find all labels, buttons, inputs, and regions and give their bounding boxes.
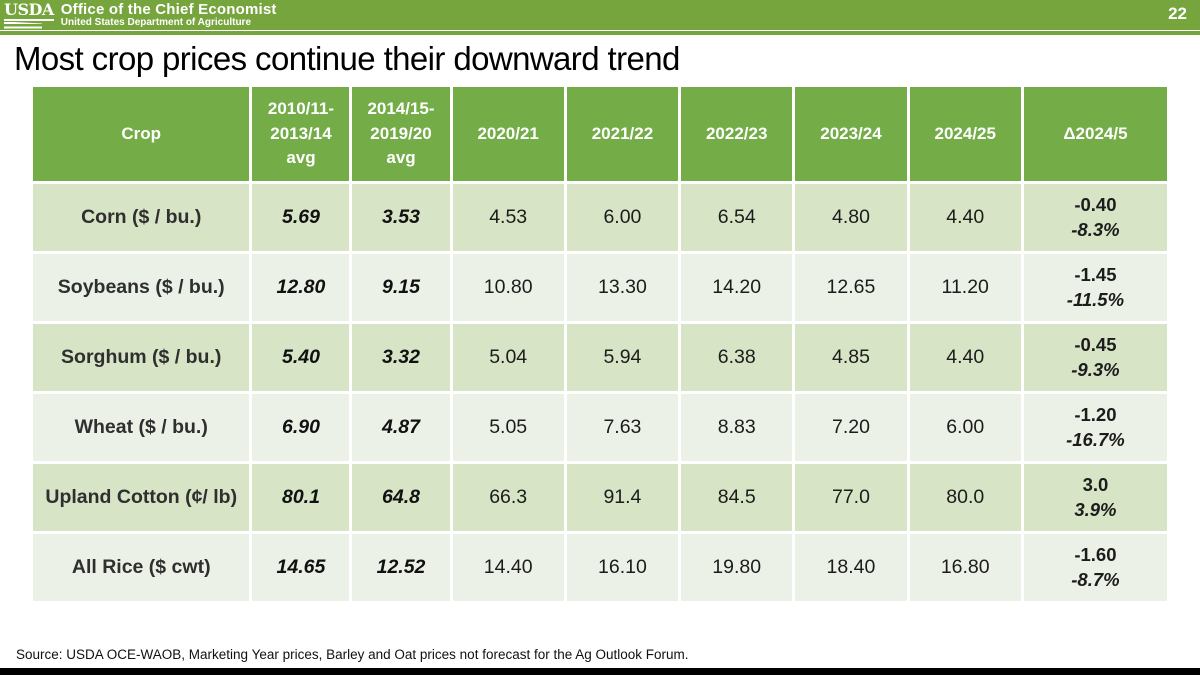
table-row: Wheat ($ / bu.) 6.90 4.87 5.05 7.63 8.83 7.20 6… xyxy=(29,391,1171,464)
avg-price-cell: 5.69 xyxy=(249,181,353,254)
table-row: Soybeans ($ / bu.) 12.80 9.15 10.80 13.30 14.… xyxy=(29,251,1171,324)
crop-price-table: Crop 2010/11- 2013/14 avg 2014/15- 2019/20… xyxy=(29,84,1171,604)
avg-price-cell: 12.52 xyxy=(349,531,453,604)
delta-change: -1.45 xyxy=(1074,264,1117,286)
year-price-cell: 91.4 xyxy=(563,461,682,534)
year-price-cell: 4.80 xyxy=(792,181,910,254)
year-price-cell: 14.20 xyxy=(678,251,796,324)
year-price-cell: 10.80 xyxy=(449,251,567,324)
delta-percent: -11.5% xyxy=(1066,288,1125,310)
delta-change: -1.60 xyxy=(1074,544,1117,566)
avg-price-cell: 9.15 xyxy=(349,251,453,324)
source-note: Source: USDA OCE-WAOB, Marketing Year pr… xyxy=(16,647,689,662)
year-price-cell: 4.40 xyxy=(906,321,1024,394)
delta-change: 3.0 xyxy=(1082,474,1109,496)
office-title: Office of the Chief Economist xyxy=(60,1,277,19)
year-price-cell: 7.20 xyxy=(792,391,910,464)
table-row: Corn ($ / bu.) 5.69 3.53 4.53 6.00 6.54 4.80 4.… xyxy=(29,181,1171,254)
table-body: Corn ($ / bu.) 5.69 3.53 4.53 6.00 6.54 4.80 4.… xyxy=(29,181,1171,604)
year-price-cell: 14.40 xyxy=(449,531,567,604)
delta-change: -0.45 xyxy=(1074,334,1117,356)
crop-name-cell: Corn ($ / bu.) xyxy=(29,181,253,254)
year-price-cell: 6.38 xyxy=(678,321,796,394)
avg-price-cell: 12.80 xyxy=(249,251,353,324)
avg-price-cell: 5.40 xyxy=(249,321,353,394)
year-price-cell: 6.00 xyxy=(906,391,1024,464)
delta-percent: -9.3% xyxy=(1071,358,1120,380)
avg-price-cell: 3.32 xyxy=(349,321,453,394)
delta-cell: -1.60 -8.7% xyxy=(1020,531,1171,604)
delta-cell: -0.45 -9.3% xyxy=(1020,321,1171,394)
banner-hairline xyxy=(0,30,1200,31)
page-number: 22 xyxy=(1168,4,1187,23)
table-row: Sorghum ($ / bu.) 5.40 3.32 5.04 5.94 6.38 4.8… xyxy=(29,321,1171,394)
year-price-cell: 19.80 xyxy=(678,531,796,604)
price-table-container: Crop 2010/11- 2013/14 avg 2014/15- 2019/20… xyxy=(29,84,1171,604)
delta-percent: -8.7% xyxy=(1071,568,1120,590)
year-price-cell: 12.65 xyxy=(792,251,910,324)
year-price-cell: 4.53 xyxy=(449,181,567,254)
banner-titles: Office of the Chief Economist United Sta… xyxy=(61,1,277,28)
usda-logo-text: USDA xyxy=(4,0,54,21)
year-price-cell: 6.54 xyxy=(678,181,796,254)
year-price-cell: 11.20 xyxy=(906,251,1024,324)
column-header: Crop xyxy=(29,84,253,184)
delta-cell: -1.20 -16.7% xyxy=(1020,391,1171,464)
year-price-cell: 77.0 xyxy=(792,461,910,534)
delta-change: -1.20 xyxy=(1074,404,1117,426)
avg-price-cell: 14.65 xyxy=(249,531,353,604)
year-price-cell: 66.3 xyxy=(449,461,567,534)
bottom-black-bar xyxy=(0,668,1200,675)
year-price-cell: 80.0 xyxy=(906,461,1024,534)
column-header: 2023/24 xyxy=(792,84,910,184)
table-header-row: Crop 2010/11- 2013/14 avg 2014/15- 2019/20… xyxy=(29,84,1171,184)
column-header: 2022/23 xyxy=(678,84,796,184)
column-header: 2010/11- 2013/14 avg xyxy=(249,84,353,184)
column-header: 2021/22 xyxy=(563,84,682,184)
year-price-cell: 4.40 xyxy=(906,181,1024,254)
year-price-cell: 7.63 xyxy=(563,391,682,464)
avg-price-cell: 4.87 xyxy=(349,391,453,464)
slide-title: Most crop prices continue their downward… xyxy=(14,40,680,77)
delta-percent: -16.7% xyxy=(1066,428,1125,450)
usda-stripes-icon xyxy=(4,21,42,30)
year-price-cell: 5.05 xyxy=(449,391,567,464)
crop-name-cell: Wheat ($ / bu.) xyxy=(29,391,253,464)
year-price-cell: 4.85 xyxy=(792,321,910,394)
avg-price-cell: 80.1 xyxy=(249,461,353,534)
year-price-cell: 18.40 xyxy=(792,531,910,604)
year-price-cell: 6.00 xyxy=(563,181,682,254)
crop-name-cell: Upland Cotton (¢/ lb) xyxy=(29,461,253,534)
column-header: Δ2024/5 xyxy=(1020,84,1171,184)
banner-rule xyxy=(0,31,1200,35)
table-row: All Rice ($ cwt) 14.65 12.52 14.40 16.10 19.8… xyxy=(29,531,1171,604)
year-price-cell: 16.10 xyxy=(563,531,682,604)
delta-percent: 3.9% xyxy=(1074,498,1117,520)
column-header: 2020/21 xyxy=(449,84,567,184)
crop-name-cell: Sorghum ($ / bu.) xyxy=(29,321,253,394)
year-price-cell: 8.83 xyxy=(678,391,796,464)
year-price-cell: 5.04 xyxy=(449,321,567,394)
avg-price-cell: 3.53 xyxy=(349,181,453,254)
year-price-cell: 16.80 xyxy=(906,531,1024,604)
table-row: Upland Cotton (¢/ lb) 80.1 64.8 66.3 91.4 84.… xyxy=(29,461,1171,534)
avg-price-cell: 6.90 xyxy=(249,391,353,464)
crop-name-cell: Soybeans ($ / bu.) xyxy=(29,251,253,324)
delta-cell: 3.0 3.9% xyxy=(1020,461,1171,534)
department-subtitle: United States Department of Agriculture xyxy=(60,17,252,29)
year-price-cell: 5.94 xyxy=(563,321,682,394)
year-price-cell: 13.30 xyxy=(563,251,682,324)
top-banner: USDA Office of the Chief Economist Unite… xyxy=(0,0,1200,30)
year-price-cell: 84.5 xyxy=(678,461,796,534)
delta-cell: -1.45 -11.5% xyxy=(1020,251,1171,324)
column-header: 2014/15- 2019/20 avg xyxy=(349,84,453,184)
delta-change: -0.40 xyxy=(1074,194,1117,216)
delta-cell: -0.40 -8.3% xyxy=(1020,181,1171,254)
crop-name-cell: All Rice ($ cwt) xyxy=(29,531,253,604)
column-header: 2024/25 xyxy=(906,84,1024,184)
avg-price-cell: 64.8 xyxy=(349,461,453,534)
usda-logo: USDA xyxy=(4,1,54,30)
delta-percent: -8.3% xyxy=(1071,218,1120,240)
